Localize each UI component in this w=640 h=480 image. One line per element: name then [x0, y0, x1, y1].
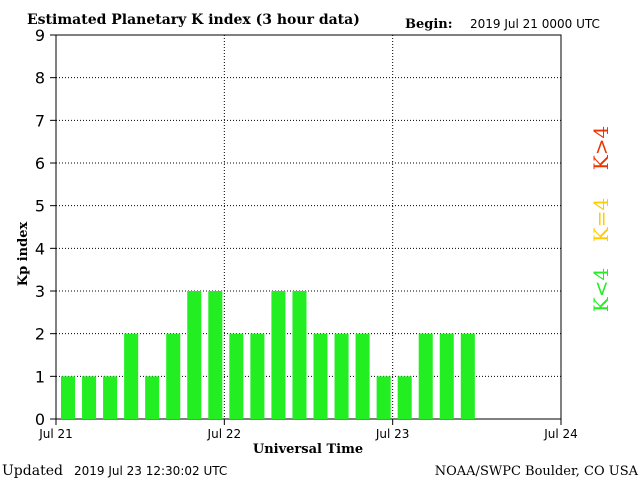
y-axis-label: Kp index: [16, 222, 31, 287]
kp-bar: [334, 333, 349, 419]
kp-bar: [355, 333, 370, 419]
kp-bar: [376, 376, 391, 419]
kp-bar: [124, 333, 139, 419]
y-tick-label: 2: [35, 325, 45, 344]
kp-bar: [460, 333, 475, 419]
credit-text: NOAA/SWPC Boulder, CO USA: [435, 464, 639, 479]
legend-item-label: K>4: [589, 126, 613, 170]
kp-bar: [103, 376, 118, 419]
kp-legend: K<4 K=4 K>4: [589, 126, 613, 312]
y-tick-label: 8: [35, 69, 45, 88]
y-tick-label: 3: [35, 282, 45, 301]
kp-bar: [397, 376, 412, 419]
y-tick-label: 4: [35, 239, 45, 258]
kp-bar: [187, 291, 202, 419]
y-tick-label: 0: [35, 410, 45, 429]
begin-value: 2019 Jul 21 0000 UTC: [470, 17, 600, 31]
kp-bar: [208, 291, 223, 419]
kp-bar: [61, 376, 76, 419]
x-tick-label: Jul 24: [543, 427, 578, 441]
updated-label: Updated: [2, 463, 63, 479]
kp-bar: [292, 291, 307, 419]
begin-label: Begin:: [405, 17, 453, 32]
plot-area: 0 1 2 3 4 5 6 7 8 9 Jul 21 Jul 22 Jul 23 Jul 24: [35, 26, 578, 441]
x-tick-label: Jul 21: [38, 427, 73, 441]
x-tick-label: Jul 23: [375, 427, 410, 441]
legend-item-label: K<4: [589, 268, 613, 312]
kp-bar: [145, 376, 160, 419]
chart-title: Estimated Planetary K index (3 hour data…: [27, 12, 360, 28]
kp-bar: [250, 333, 265, 419]
plot-frame: [55, 34, 562, 420]
y-tick-label: 1: [35, 367, 45, 386]
x-axis-label: Universal Time: [253, 442, 363, 457]
x-tick-label: Jul 22: [207, 427, 242, 441]
y-tick-label: 6: [35, 154, 45, 173]
y-tick-label: 9: [35, 26, 45, 45]
kp-bar: [271, 291, 286, 419]
updated-value: 2019 Jul 23 12:30:02 UTC: [74, 464, 227, 478]
kp-bar: [229, 333, 244, 419]
kp-bar: [166, 333, 181, 419]
kp-bar: [418, 333, 433, 419]
kp-bar: [439, 333, 454, 419]
y-tick-label: 7: [35, 111, 45, 130]
kp-bar: [313, 333, 328, 419]
y-tick-label: 5: [35, 197, 45, 216]
legend-item-label: K=4: [589, 198, 613, 242]
kp-bar: [82, 376, 97, 419]
